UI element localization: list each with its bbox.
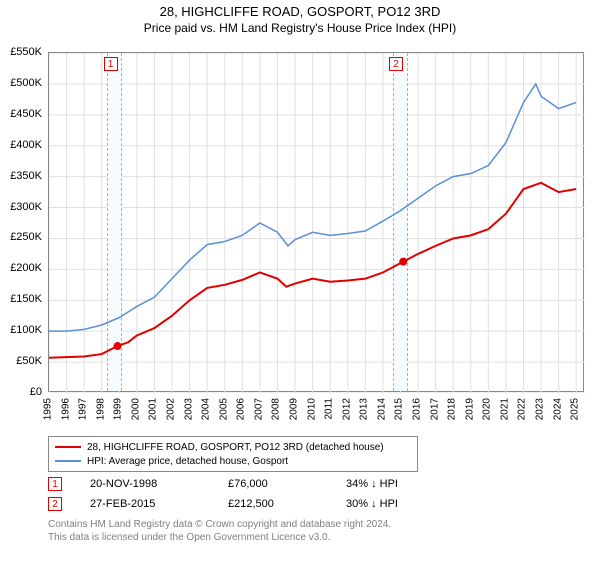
sale-price: £76,000 bbox=[228, 478, 318, 490]
attribution-line: Contains HM Land Registry data © Crown c… bbox=[48, 518, 584, 531]
y-tick-label: £50K bbox=[16, 355, 42, 367]
x-tick-label: 2012 bbox=[341, 398, 352, 420]
sale-price: £212,500 bbox=[228, 498, 318, 510]
x-tick-label: 2007 bbox=[253, 398, 264, 420]
sale-delta: 30% ↓ HPI bbox=[346, 498, 398, 510]
x-axis-labels: 1995199619971998199920002001200220032004… bbox=[48, 394, 584, 434]
x-tick-label: 2022 bbox=[517, 398, 528, 420]
y-axis-labels: £0£50K£100K£150K£200K£250K£300K£350K£400… bbox=[0, 52, 46, 392]
chart-subtitle: Price paid vs. HM Land Registry's House … bbox=[0, 21, 600, 35]
x-tick-label: 2017 bbox=[429, 398, 440, 420]
attribution-line: This data is licensed under the Open Gov… bbox=[48, 531, 584, 544]
x-tick-label: 2016 bbox=[412, 398, 423, 420]
sale-date: 27-FEB-2015 bbox=[90, 498, 200, 510]
x-tick-label: 2024 bbox=[552, 398, 563, 420]
legend-label: 28, HIGHCLIFFE ROAD, GOSPORT, PO12 3RD (… bbox=[87, 442, 384, 453]
legend-swatch bbox=[55, 460, 81, 462]
x-tick-label: 2005 bbox=[218, 398, 229, 420]
y-tick-label: £350K bbox=[10, 170, 42, 182]
y-tick-label: £500K bbox=[10, 77, 42, 89]
sale-delta: 34% ↓ HPI bbox=[346, 478, 398, 490]
x-tick-label: 1996 bbox=[60, 398, 71, 420]
x-tick-label: 1997 bbox=[78, 398, 89, 420]
x-tick-label: 2010 bbox=[306, 398, 317, 420]
y-tick-label: £300K bbox=[10, 201, 42, 213]
x-tick-label: 1998 bbox=[95, 398, 106, 420]
x-tick-label: 2020 bbox=[482, 398, 493, 420]
x-tick-label: 2025 bbox=[570, 398, 581, 420]
sales-table: 1 20-NOV-1998 £76,000 34% ↓ HPI 2 27-FEB-2015… bbox=[48, 474, 584, 514]
sale-index-marker: 2 bbox=[48, 497, 62, 511]
y-tick-label: £400K bbox=[10, 139, 42, 151]
x-tick-label: 2000 bbox=[130, 398, 141, 420]
sale-date: 20-NOV-1998 bbox=[90, 478, 200, 490]
sale-row: 2 27-FEB-2015 £212,500 30% ↓ HPI bbox=[48, 494, 584, 514]
legend-item-price-paid: 28, HIGHCLIFFE ROAD, GOSPORT, PO12 3RD (… bbox=[55, 440, 411, 454]
chart-container: 28, HIGHCLIFFE ROAD, GOSPORT, PO12 3RD P… bbox=[0, 4, 600, 564]
x-tick-label: 2008 bbox=[271, 398, 282, 420]
y-tick-label: £100K bbox=[10, 324, 42, 336]
y-tick-label: £550K bbox=[10, 46, 42, 58]
x-tick-label: 2009 bbox=[289, 398, 300, 420]
x-tick-label: 2004 bbox=[201, 398, 212, 420]
x-tick-label: 2019 bbox=[464, 398, 475, 420]
lines-layer bbox=[49, 53, 585, 393]
legend-label: HPI: Average price, detached house, Gosp… bbox=[87, 456, 288, 467]
x-tick-label: 2003 bbox=[183, 398, 194, 420]
x-tick-label: 2023 bbox=[535, 398, 546, 420]
legend-item-hpi: HPI: Average price, detached house, Gosp… bbox=[55, 454, 411, 468]
y-tick-label: £200K bbox=[10, 262, 42, 274]
x-tick-label: 2013 bbox=[359, 398, 370, 420]
sale-index-marker: 1 bbox=[48, 477, 62, 491]
y-tick-label: £0 bbox=[30, 386, 42, 398]
attribution: Contains HM Land Registry data © Crown c… bbox=[48, 518, 584, 544]
y-tick-label: £450K bbox=[10, 108, 42, 120]
x-tick-label: 2011 bbox=[324, 398, 335, 420]
sale-row: 1 20-NOV-1998 £76,000 34% ↓ HPI bbox=[48, 474, 584, 494]
x-tick-label: 2015 bbox=[394, 398, 405, 420]
plot-area: 12 bbox=[48, 52, 584, 392]
y-tick-label: £150K bbox=[10, 293, 42, 305]
x-tick-label: 2021 bbox=[499, 398, 510, 420]
x-tick-label: 2006 bbox=[236, 398, 247, 420]
legend: 28, HIGHCLIFFE ROAD, GOSPORT, PO12 3RD (… bbox=[48, 436, 418, 472]
x-tick-label: 2018 bbox=[447, 398, 458, 420]
x-tick-label: 1999 bbox=[113, 398, 124, 420]
chart-title: 28, HIGHCLIFFE ROAD, GOSPORT, PO12 3RD bbox=[0, 4, 600, 19]
x-tick-label: 2001 bbox=[148, 398, 159, 420]
y-tick-label: £250K bbox=[10, 231, 42, 243]
legend-swatch bbox=[55, 446, 81, 448]
x-tick-label: 1995 bbox=[43, 398, 54, 420]
x-tick-label: 2002 bbox=[166, 398, 177, 420]
x-tick-label: 2014 bbox=[376, 398, 387, 420]
